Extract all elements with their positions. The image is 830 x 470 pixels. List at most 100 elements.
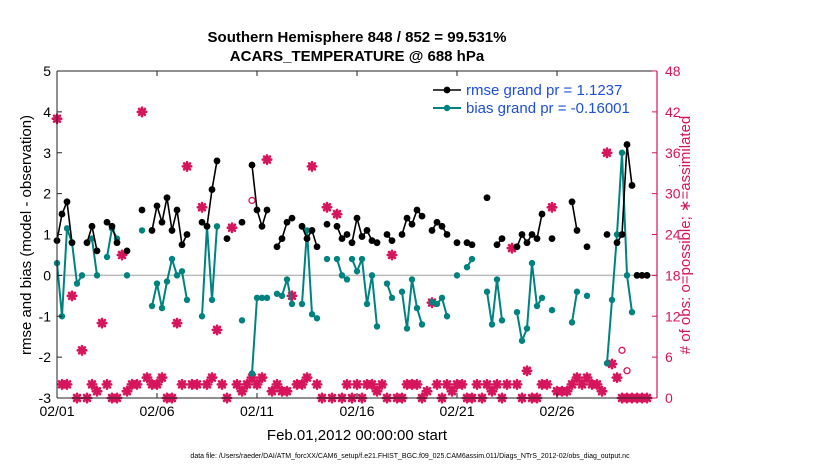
bias-point (538, 294, 546, 302)
obs-assimilated-marker (486, 385, 498, 397)
bias-point (238, 317, 246, 324)
bias-point (618, 149, 626, 156)
obs-assimilated-marker (211, 324, 223, 336)
rmse-point (108, 222, 116, 230)
y-axis-label: rmse and bias (model - observation) (18, 115, 35, 355)
obs-assimilated-marker (191, 378, 203, 390)
obs-assimilated-marker (116, 249, 128, 261)
rmse-line-segment (616, 144, 633, 244)
legend-rmse-marker (443, 86, 451, 94)
bias-point (338, 272, 346, 279)
obs-assimilated-marker (321, 201, 333, 213)
obs-assimilated-marker (241, 378, 253, 390)
bias-line-segment (91, 238, 98, 276)
rmse-point (168, 227, 176, 234)
rmse-point (633, 271, 641, 279)
bias-point (163, 278, 171, 285)
obs-assimilated-marker (301, 372, 313, 384)
legend-bias-marker (443, 104, 451, 112)
rmse-point (373, 239, 381, 247)
rmse-point (573, 227, 581, 234)
bias-point (398, 288, 406, 295)
bias-point (273, 290, 281, 297)
y2-tick-label: 24 (665, 227, 681, 243)
obs-assimilated-marker (611, 372, 623, 384)
bias-point (463, 264, 471, 271)
obs-assimilated-marker (226, 222, 238, 234)
bias-point (408, 276, 416, 283)
rmse-point (613, 239, 621, 247)
obs-assimilated-marker (311, 378, 323, 390)
obs-assimilated-marker (421, 385, 433, 397)
bias-point (343, 276, 351, 283)
rmse-point (68, 239, 76, 247)
rmse-point (443, 231, 451, 238)
bias-point (148, 302, 156, 310)
bias-point (568, 319, 576, 326)
obs-assimilated-marker (561, 385, 573, 397)
obs-assimilated-marker (351, 378, 363, 390)
rmse-point (643, 271, 651, 279)
rmse-point (568, 198, 576, 206)
rmse-point (523, 239, 531, 247)
x-tick-label: 02/01 (39, 403, 74, 419)
rmse-point (623, 141, 631, 148)
obs-assimilated-marker (201, 378, 213, 390)
bias-point (623, 272, 631, 279)
bias-point (333, 255, 341, 263)
bias-point (523, 325, 531, 332)
rmse-line-segment (571, 201, 578, 231)
y2-tick-label: 36 (665, 145, 681, 161)
obs-assimilated-marker (376, 378, 388, 390)
rmse-point (248, 161, 256, 169)
obs-assimilated-marker (441, 378, 453, 390)
bias-point (138, 227, 146, 234)
rmse-point (198, 218, 206, 226)
plot-area (57, 71, 657, 398)
bias-point (468, 255, 476, 263)
bias-line-segment (201, 226, 218, 317)
rmse-point (158, 218, 166, 226)
bias-point (173, 272, 181, 279)
rmse-point (518, 231, 526, 238)
obs-assimilated-marker (306, 160, 318, 172)
rmse-point (278, 235, 286, 242)
bias-point (63, 225, 71, 232)
obs-assimilated-marker (136, 106, 148, 118)
bias-point (348, 255, 356, 263)
bias-point (498, 317, 506, 324)
bias-point (388, 294, 396, 302)
bias-point (208, 296, 216, 304)
bias-point (383, 280, 391, 287)
y-tick-label: -3 (39, 390, 52, 406)
obs-assimilated-marker (141, 372, 153, 384)
rmse-point (88, 222, 96, 230)
rmse-point (438, 222, 446, 230)
bias-point (73, 280, 81, 287)
plot-background (57, 71, 657, 398)
bias-point (483, 288, 491, 295)
obs-assimilated-marker (176, 378, 188, 390)
rmse-point (628, 182, 636, 189)
rmse-point (178, 241, 186, 249)
obs-assimilated-marker (61, 378, 73, 390)
bias-point (533, 302, 541, 310)
rmse-point (298, 222, 306, 230)
obs-assimilated-marker (196, 201, 208, 213)
bias-point (518, 337, 526, 344)
bias-point (363, 300, 371, 308)
bias-point (438, 294, 446, 302)
rmse-point (283, 218, 291, 226)
rmse-line-segment (251, 164, 268, 230)
obs-assimilated-marker (386, 249, 398, 261)
bias-point (158, 304, 166, 312)
obs-possible-marker (248, 196, 256, 205)
rmse-point (343, 231, 351, 238)
obs-assimilated-marker (511, 378, 523, 390)
rmse-point (548, 235, 556, 242)
obs-assimilated-marker (571, 372, 583, 384)
bias-point (513, 308, 521, 316)
obs-assimilated-marker (76, 344, 88, 356)
rmse-point (358, 233, 366, 240)
rmse-point (83, 239, 91, 247)
